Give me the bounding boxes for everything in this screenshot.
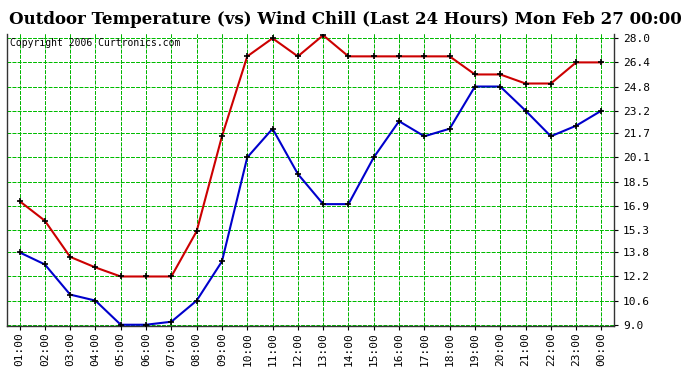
Text: Copyright 2006 Curtronics.com: Copyright 2006 Curtronics.com bbox=[10, 38, 180, 48]
Text: Outdoor Temperature (vs) Wind Chill (Last 24 Hours) Mon Feb 27 00:00: Outdoor Temperature (vs) Wind Chill (Las… bbox=[8, 11, 682, 28]
